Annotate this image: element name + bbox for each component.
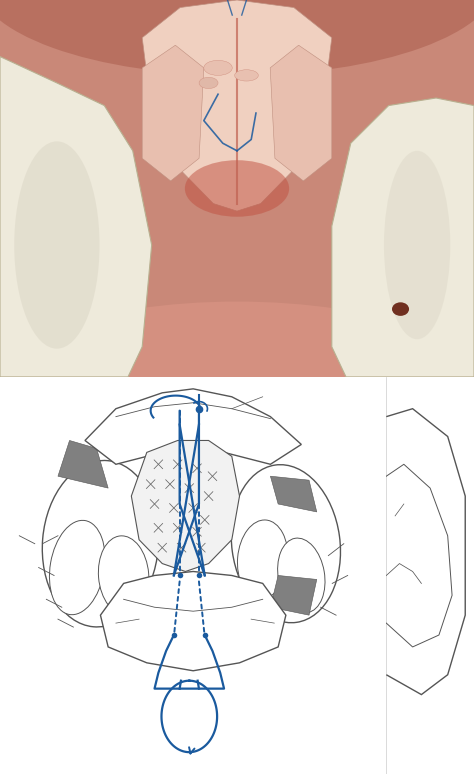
- Polygon shape: [0, 57, 152, 377]
- Ellipse shape: [231, 464, 340, 623]
- Ellipse shape: [237, 520, 288, 599]
- Polygon shape: [142, 45, 204, 181]
- Ellipse shape: [0, 302, 474, 490]
- Polygon shape: [58, 440, 108, 488]
- Polygon shape: [85, 389, 301, 464]
- Polygon shape: [100, 571, 286, 671]
- Polygon shape: [142, 0, 332, 211]
- Ellipse shape: [278, 538, 325, 613]
- Ellipse shape: [235, 70, 258, 81]
- Ellipse shape: [185, 160, 289, 217]
- Polygon shape: [332, 98, 474, 377]
- Ellipse shape: [42, 461, 159, 627]
- Polygon shape: [131, 440, 239, 571]
- Ellipse shape: [14, 142, 100, 348]
- Ellipse shape: [0, 0, 474, 75]
- Polygon shape: [270, 576, 317, 615]
- Ellipse shape: [49, 520, 105, 615]
- Ellipse shape: [384, 151, 450, 339]
- Ellipse shape: [199, 77, 218, 88]
- Polygon shape: [270, 45, 332, 181]
- Circle shape: [392, 303, 409, 316]
- Ellipse shape: [99, 536, 149, 615]
- Ellipse shape: [204, 60, 232, 75]
- Polygon shape: [270, 476, 317, 512]
